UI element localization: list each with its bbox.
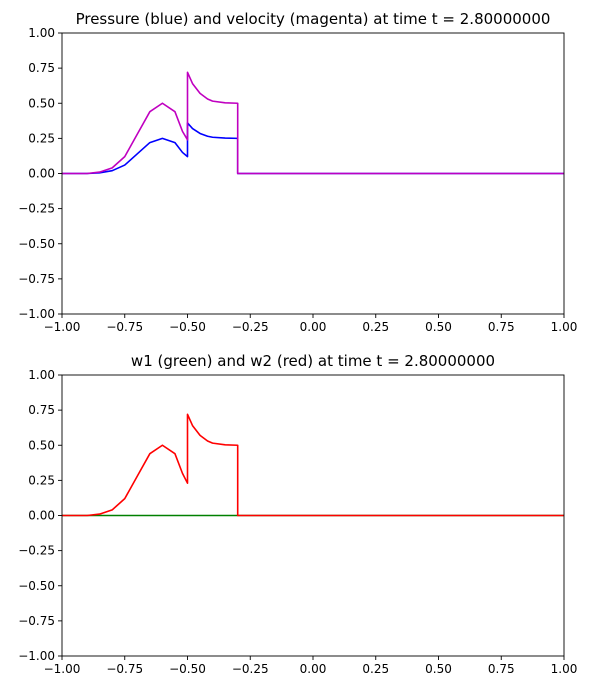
- x-tick-label: 0.00: [300, 662, 327, 676]
- y-tick-label: 0.25: [28, 473, 55, 487]
- x-tick-label: 0.50: [425, 320, 452, 334]
- y-tick-label: 0.75: [28, 61, 55, 75]
- x-tick-label: −1.00: [44, 320, 81, 334]
- y-tick-label: 0.00: [28, 509, 55, 523]
- y-tick-label: −0.25: [18, 544, 55, 558]
- pressure-velocity-plot: Pressure (blue) and velocity (magenta) a…: [18, 10, 577, 334]
- x-tick-label: −0.50: [169, 662, 206, 676]
- y-tick-label: −0.75: [18, 272, 55, 286]
- plot-title: w1 (green) and w2 (red) at time t = 2.80…: [131, 352, 495, 370]
- y-tick-label: −1.00: [18, 649, 55, 663]
- series-line-1: [62, 413, 564, 517]
- x-tick-label: 0.25: [362, 662, 389, 676]
- y-tick-label: −1.00: [18, 307, 55, 321]
- x-tick-label: 0.25: [362, 320, 389, 334]
- x-tick-label: −0.75: [106, 320, 143, 334]
- x-tick-label: −1.00: [44, 662, 81, 676]
- series-line-1: [62, 71, 564, 175]
- x-tick-label: 0.00: [300, 320, 327, 334]
- x-tick-label: 0.75: [488, 320, 515, 334]
- y-tick-label: −0.50: [18, 579, 55, 593]
- y-tick-label: 1.00: [28, 26, 55, 40]
- x-tick-label: 0.75: [488, 662, 515, 676]
- y-tick-label: 0.50: [28, 96, 55, 110]
- y-tick-label: 0.75: [28, 403, 55, 417]
- x-tick-label: −0.75: [106, 662, 143, 676]
- x-tick-label: 0.50: [425, 662, 452, 676]
- x-tick-label: −0.25: [232, 320, 269, 334]
- y-tick-label: 0.25: [28, 131, 55, 145]
- y-tick-label: −0.50: [18, 237, 55, 251]
- y-tick-label: 0.50: [28, 438, 55, 452]
- plot-title: Pressure (blue) and velocity (magenta) a…: [76, 10, 551, 28]
- series-line-0: [62, 122, 564, 175]
- y-tick-label: −0.75: [18, 614, 55, 628]
- y-tick-label: 1.00: [28, 368, 55, 382]
- w1-w2-plot: w1 (green) and w2 (red) at time t = 2.80…: [18, 352, 577, 676]
- x-tick-label: 1.00: [551, 662, 578, 676]
- y-tick-label: 0.00: [28, 167, 55, 181]
- x-tick-label: −0.25: [232, 662, 269, 676]
- y-tick-label: −0.25: [18, 202, 55, 216]
- x-tick-label: 1.00: [551, 320, 578, 334]
- x-tick-label: −0.50: [169, 320, 206, 334]
